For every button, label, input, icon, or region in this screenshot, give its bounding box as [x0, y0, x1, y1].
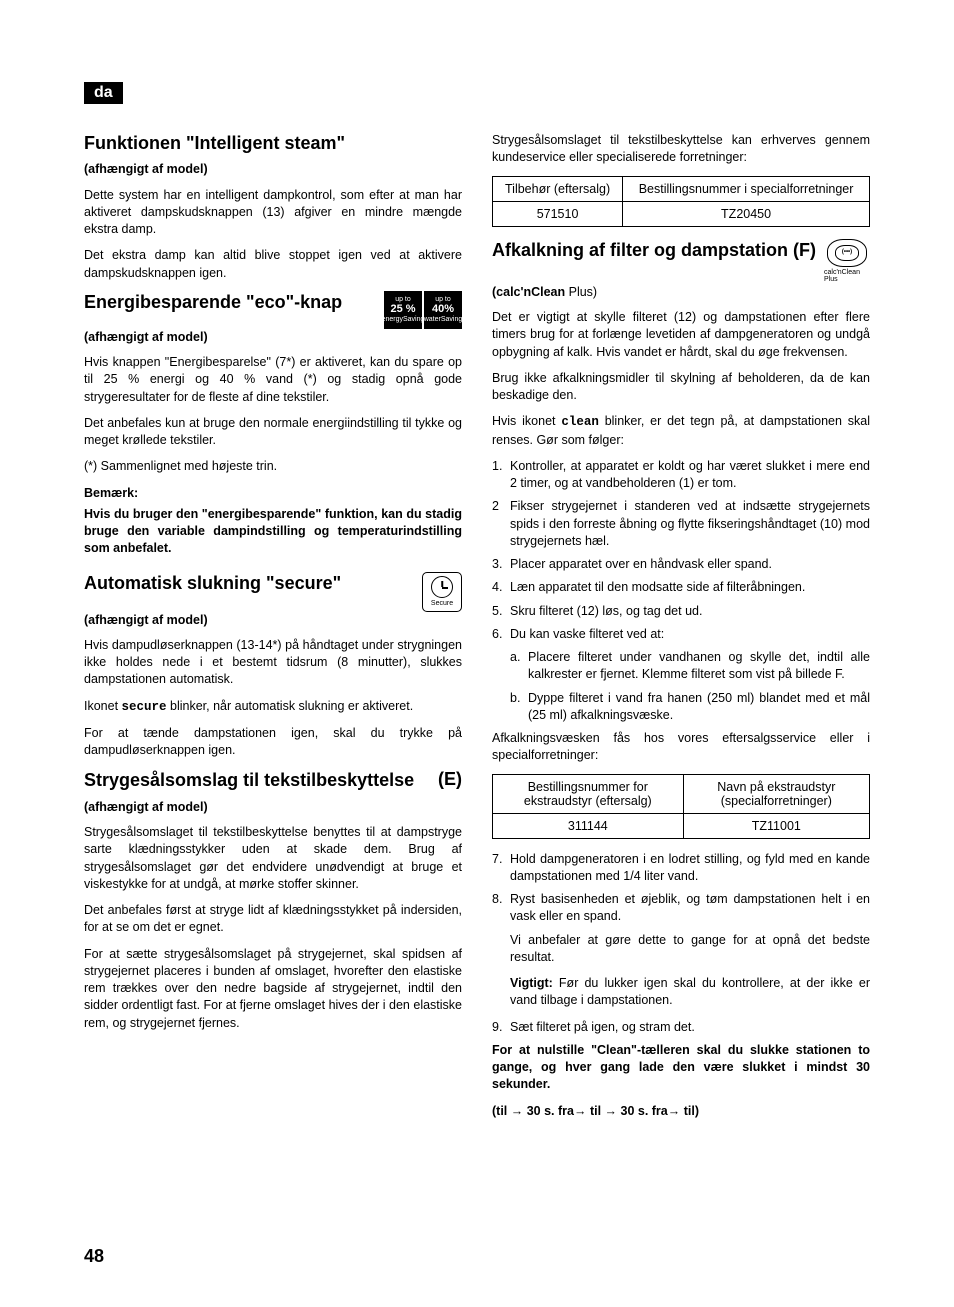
body-text: For at tænde dampstationen igen, skal du… — [84, 725, 462, 760]
table-cell: 571510 — [493, 201, 623, 226]
text: Dyppe ﬁlteret i vand fra hanen (250 ml) … — [528, 690, 870, 725]
body-text: Det er vigtigt at skylle ﬁlteret (12) og… — [492, 309, 870, 361]
list-item: 6.Du kan vaske ﬁlteret ved at: — [492, 626, 870, 643]
subheading: (afhængigt af model) — [84, 612, 462, 629]
bold-text: (til → 30 s. fra→ til → 30 s. fra→ til) — [492, 1103, 870, 1120]
text: clean — [561, 415, 599, 429]
right-column: Strygesålsomslaget til tekstilbeskyttels… — [492, 132, 870, 1129]
heading-soleplate: Strygesålsomslag til tekstilbeskyttelse — [84, 769, 430, 792]
text: Sæt ﬁlteret på igen, og stram det. — [510, 1019, 870, 1036]
list-item: 8.Ryst basisenheden et øjeblik, og tøm d… — [492, 891, 870, 926]
text: Fikser strygejernet i standeren ved at i… — [510, 498, 870, 550]
text: Ryst basisenheden et øjeblik, og tøm dam… — [510, 891, 870, 926]
subheading: (afhængigt af model) — [84, 161, 462, 178]
accessory-table-1: Tilbehør (eftersalg) Bestillingsnummer i… — [492, 176, 870, 227]
body-text: Det anbefales kun at bruge den normale e… — [84, 415, 462, 450]
icon-label: calc'nClean Plus — [824, 269, 870, 284]
table-header: Bestillingsnummer for ekstraudstyr (efte… — [493, 774, 684, 813]
heading-intelligent-steam: Funktionen "Intelligent steam" — [84, 132, 462, 155]
sub-list: a.Placere ﬁlteret under vandhanen og sky… — [492, 649, 870, 724]
descale-icon: (•••) calc'nClean Plus — [824, 239, 870, 284]
steps-list-cont2: 9.Sæt ﬁlteret på igen, og stram det. — [492, 1019, 870, 1036]
body-text: (*) Sammenlignet med højeste trin. — [84, 458, 462, 475]
section-marker: (E) — [438, 769, 462, 790]
secure-clock-icon: Secure — [422, 572, 462, 612]
text: Du kan vaske ﬁlteret ved at: — [510, 626, 870, 643]
text: Placer apparatet over en håndvask eller … — [510, 556, 870, 573]
list-item: b.Dyppe ﬁlteret i vand fra hanen (250 ml… — [510, 690, 870, 725]
list-item: 9.Sæt ﬁlteret på igen, og stram det. — [492, 1019, 870, 1036]
subheading: (afhængigt af model) — [84, 799, 462, 816]
eco-label: up to — [395, 296, 411, 303]
text: Hvis ikonet — [492, 414, 561, 428]
eco-label: waterSaving — [424, 316, 463, 323]
list-item: 2Fikser strygejernet i standeren ved at … — [492, 498, 870, 550]
text: Hold dampgeneratoren i en lodret stillin… — [510, 851, 870, 886]
text: Ikonet — [84, 699, 122, 713]
steps-list: 1.Kontroller, at apparatet er koldt og h… — [492, 458, 870, 643]
text: Kontroller, at apparatet er koldt og har… — [510, 458, 870, 493]
heading-secure: Automatisk slukning "secure" — [84, 572, 414, 595]
bold-text: For at nulstille "Clean"-tælleren skal d… — [492, 1042, 870, 1094]
steps-list-cont: 7.Hold dampgeneratoren i en lodret still… — [492, 851, 870, 926]
eco-label: up to — [435, 296, 451, 303]
left-column: Funktionen "Intelligent steam" (afhængig… — [84, 132, 462, 1129]
table-header: Navn på ekstraudstyr (specialforretninge… — [683, 774, 869, 813]
manual-page: da Funktionen "Intelligent steam" (afhæn… — [0, 0, 954, 1307]
note-label: Bemærk: — [84, 485, 462, 502]
eco-label: energySaving — [382, 316, 425, 323]
body-text: Afkalkningsvæsken fås hos vores eftersal… — [492, 730, 870, 765]
list-item: 4.Læn apparatet til den modsatte side af… — [492, 579, 870, 596]
text: (calc'nClean — [492, 285, 565, 299]
text: Skru ﬁlteret (12) løs, og tag det ud. — [510, 603, 870, 620]
text: Læn apparatet til den modsatte side af ﬁ… — [510, 579, 870, 596]
text: Før du lukker igen skal du kontrollere, … — [510, 976, 870, 1007]
text: Vigtigt: — [510, 976, 553, 990]
lang-badge: da — [84, 82, 123, 104]
text: secure — [122, 700, 167, 714]
heading-descale: Afkalkning af ﬁlter og dampstation (F) — [492, 239, 816, 262]
body-text: For at sætte strygesålsomslaget på stryg… — [84, 946, 462, 1032]
list-item: 5.Skru ﬁlteret (12) løs, og tag det ud. — [492, 603, 870, 620]
note-text: Hvis du bruger den "energibesparende" fu… — [84, 506, 462, 558]
body-text: Vigtigt: Før du lukker igen skal du kont… — [492, 975, 870, 1010]
table-header: Tilbehør (eftersalg) — [493, 176, 623, 201]
list-item: 1.Kontroller, at apparatet er koldt og h… — [492, 458, 870, 493]
columns: Funktionen "Intelligent steam" (afhængig… — [84, 132, 870, 1129]
table-cell: 311144 — [493, 813, 684, 838]
list-item: a.Placere ﬁlteret under vandhanen og sky… — [510, 649, 870, 684]
body-text: Hvis knappen "Energibesparelse" (7*) er … — [84, 354, 462, 406]
table-header: Bestillingsnummer i specialforretninger — [623, 176, 870, 201]
page-number: 48 — [84, 1246, 104, 1267]
table-cell: TZ20450 — [623, 201, 870, 226]
text: Placere ﬁlteret under vandhanen og skyll… — [528, 649, 870, 684]
subheading: (calc'nClean Plus) — [492, 284, 870, 301]
body-text: Vi anbefaler at gøre dette to gange for … — [492, 932, 870, 967]
body-text: Hvis ikonet clean blinker, er det tegn p… — [492, 413, 870, 449]
list-item: 7.Hold dampgeneratoren i en lodret still… — [492, 851, 870, 886]
table-cell: TZ11001 — [683, 813, 869, 838]
text: Plus) — [565, 285, 597, 299]
body-text: Dette system har en intelligent dampkont… — [84, 187, 462, 239]
eco-icon: up to 25 % energySaving up to 40% waterS… — [384, 291, 462, 329]
body-text: Hvis dampudløserknappen (13-14*) på hånd… — [84, 637, 462, 689]
body-text: Det anbefales først at stryge lidt af kl… — [84, 902, 462, 937]
body-text: Strygesålsomslaget til tekstilbeskyttels… — [84, 824, 462, 893]
body-text: Strygesålsomslaget til tekstilbeskyttels… — [492, 132, 870, 167]
eco-value: 25 % — [390, 304, 415, 315]
icon-label: Secure — [431, 600, 453, 607]
eco-value: 40% — [432, 304, 454, 315]
list-item: 3.Placer apparatet over en håndvask elle… — [492, 556, 870, 573]
text: blinker, når automatisk slukning er akti… — [167, 699, 414, 713]
body-text: Brug ikke afkalkningsmidler til skylning… — [492, 370, 870, 405]
body-text: Ikonet secure blinker, når automatisk sl… — [84, 698, 462, 716]
body-text: Det ekstra damp kan altid blive stoppet … — [84, 247, 462, 282]
accessory-table-2: Bestillingsnummer for ekstraudstyr (efte… — [492, 774, 870, 839]
subheading: (afhængigt af model) — [84, 329, 462, 346]
heading-eco: Energibesparende "eco"-knap — [84, 291, 376, 314]
